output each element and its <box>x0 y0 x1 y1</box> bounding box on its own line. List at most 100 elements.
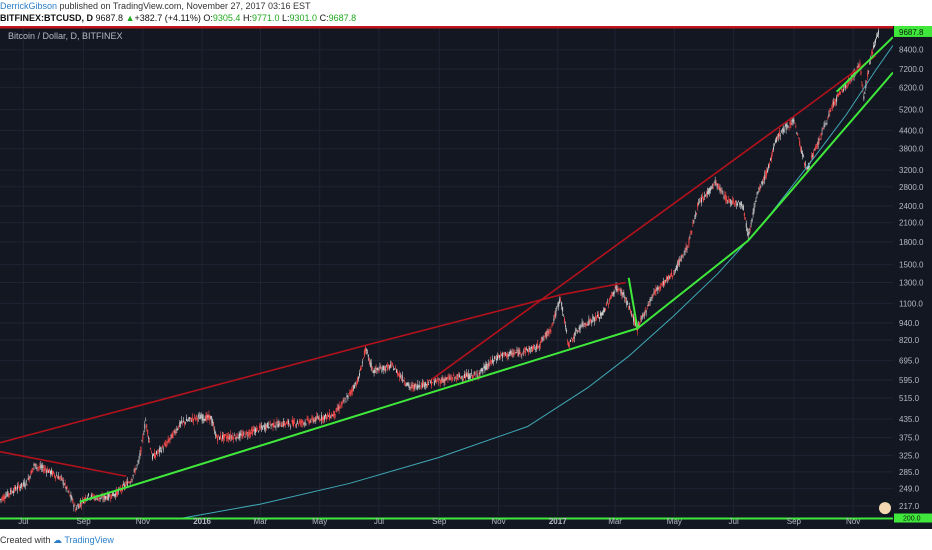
candle-body <box>71 497 73 501</box>
candle-body <box>558 302 560 307</box>
candle-body <box>588 319 590 325</box>
published-text: published on TradingView.com, November 2… <box>57 1 311 11</box>
candle-body <box>291 419 293 425</box>
author-link[interactable]: DerrickGibson <box>0 1 58 11</box>
candle-body <box>294 425 296 427</box>
candle-body <box>38 466 40 468</box>
candle-body <box>497 355 499 360</box>
candle-body <box>714 180 716 186</box>
candle-body <box>235 437 237 440</box>
candle-body <box>748 232 750 234</box>
candle-body <box>430 379 432 386</box>
candle-body <box>541 337 543 340</box>
candle-body <box>877 30 879 35</box>
candle-body <box>142 436 144 440</box>
candle-body <box>342 400 344 401</box>
candle-body <box>344 398 346 400</box>
candle-body <box>497 354 499 357</box>
candle-body <box>106 497 108 500</box>
candle-body <box>715 182 717 185</box>
candle-body <box>790 122 792 126</box>
candle-body <box>818 139 820 142</box>
candle-body <box>832 102 834 108</box>
candle-body <box>834 101 836 104</box>
candle-body <box>548 332 550 334</box>
candle-body <box>808 166 810 167</box>
candle-body <box>335 408 337 413</box>
candle-body <box>757 191 759 194</box>
x-tick-label: Nov <box>136 517 150 526</box>
candle-body <box>461 376 463 378</box>
candle-body <box>204 418 206 421</box>
candle-body <box>559 298 561 304</box>
candle-body <box>185 422 187 424</box>
candle-body <box>320 420 322 421</box>
candle-body <box>43 469 45 472</box>
x-tick-label: May <box>312 517 327 526</box>
candle-body <box>386 365 388 366</box>
candle-body <box>352 388 354 392</box>
candle-body <box>141 440 143 442</box>
candle-body <box>698 202 700 205</box>
candle-body <box>763 176 765 181</box>
candle-body <box>634 318 636 324</box>
candle-body <box>68 491 70 493</box>
candle-body <box>560 297 562 298</box>
candle-body <box>662 281 664 286</box>
candle-body <box>805 164 807 166</box>
candle-body <box>60 476 62 477</box>
candle-body <box>657 286 659 291</box>
candle-body <box>545 332 547 338</box>
candle-body <box>323 416 325 421</box>
candle-body <box>132 474 134 477</box>
candle-body <box>91 494 93 496</box>
candle-body <box>112 491 114 496</box>
candle-body <box>109 494 111 497</box>
candle-body <box>511 352 513 357</box>
candle-body <box>584 323 586 325</box>
candle-body <box>154 455 156 458</box>
candle-body <box>407 382 409 386</box>
candle-body <box>150 448 152 450</box>
candle-body <box>372 371 374 374</box>
candle-body <box>47 469 49 473</box>
candle-body <box>406 382 408 386</box>
candle-body <box>236 433 238 438</box>
high-label: H: <box>242 13 252 23</box>
candle-body <box>552 322 554 324</box>
candle-body <box>799 140 801 146</box>
candle-body <box>57 475 59 480</box>
candle-body <box>34 464 36 466</box>
candle-body <box>259 427 261 428</box>
candle-body <box>815 147 817 149</box>
candle-body <box>539 341 541 346</box>
candle-body <box>542 338 544 340</box>
candle-body <box>586 323 588 326</box>
candle-body <box>600 312 602 316</box>
candle-body <box>721 190 723 192</box>
candle-body <box>773 143 775 145</box>
y-tick-label: 217.0 <box>899 502 920 511</box>
candle-body <box>667 277 669 279</box>
candle-body <box>233 435 235 436</box>
candle-body <box>862 87 864 89</box>
candle-body <box>158 448 160 453</box>
price-chart[interactable]: 10000.08400.07200.06200.05200.04400.0380… <box>0 26 932 529</box>
candle-body <box>455 376 457 379</box>
candle-body <box>392 363 394 365</box>
candle-body <box>477 376 479 378</box>
candle-body <box>293 421 295 423</box>
candle-body <box>53 474 55 477</box>
y-axis: 10000.08400.07200.06200.05200.04400.0380… <box>893 26 932 529</box>
tradingview-brand[interactable]: TradingView <box>64 535 114 545</box>
candle-body <box>59 476 61 479</box>
candle-body <box>354 385 356 389</box>
y-tick-label: 285.0 <box>899 468 920 477</box>
candle-body <box>129 482 131 484</box>
candle-body <box>194 417 196 420</box>
candle-body <box>276 421 278 423</box>
candle-body <box>446 377 448 379</box>
candle-body <box>528 349 530 353</box>
candle-body <box>620 289 622 294</box>
candle-body <box>163 444 165 446</box>
